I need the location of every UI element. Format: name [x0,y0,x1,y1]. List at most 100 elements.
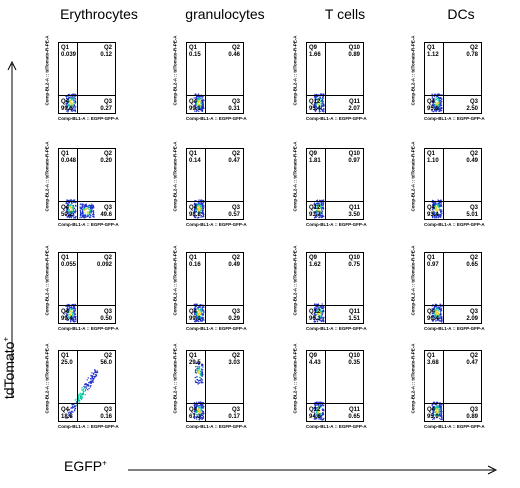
quadrant-name: Q9 [309,151,318,157]
quadrant-value: 94.6 [309,414,321,420]
quadrant-value: 67.3 [189,414,201,420]
panel-x-label: Comp-BL1-A :: EGFP-GFP-A [58,424,119,429]
scatter-plot: Q1 0.055 Q2 0.092 Q3 0.50 Q4 99.4 [58,252,116,324]
quadrant-name: Q2 [103,45,112,51]
quadrant-name: Q2 [103,353,112,359]
quadrant-value: 1.12 [427,52,439,58]
quadrant-name: Q3 [469,99,478,105]
event-dots [313,199,325,219]
quadrant-value: 0.75 [348,262,360,268]
scatter-plot: Q1 1.12 Q2 0.78 Q3 2.50 Q4 95.6 [424,42,482,114]
gate-vertical [325,43,326,113]
gate-vertical [77,351,78,421]
flow-panel: Comp-BL2-A :: tdTomato-R-PE-A Q1 0.14 Q2 0.4… [166,141,248,228]
quadrant-value: 93.7 [309,212,321,218]
quadrant-name: Q1 [189,353,198,359]
quadrant-value: 29.5 [189,360,201,366]
quadrant-name: Q2 [469,353,478,359]
quadrant-name: Q2 [231,151,240,157]
quadrant-name: Q1 [427,45,436,51]
quadrant-name: Q9 [309,353,318,359]
gate-vertical [325,149,326,219]
flow-panel: Comp-BL2-A :: tdTomato-R-PE-A Q1 0.055 Q2 0.… [38,245,120,332]
quadrant-value: 0.35 [348,360,360,366]
gate-horizontal [187,403,243,404]
panel-y-label: Comp-BL2-A :: tdTomato-R-PE-A [292,141,298,212]
gate-horizontal [425,305,481,306]
quadrant-value: 95.0 [427,414,439,420]
quadrant-name: Q4 [189,309,198,315]
panel-y-label: Comp-BL2-A :: tdTomato-R-PE-A [172,141,178,212]
gate-vertical [443,351,444,421]
quadrant-value: 0.15 [189,52,201,58]
quadrant-value: 0.89 [348,52,360,58]
scatter-plot: Q1 0.16 Q2 0.49 Q3 0.29 Q4 99.1 [186,252,244,324]
panel-x-label: Comp-BL1-A :: EGFP-GFP-A [306,424,367,429]
quadrant-name: Q2 [231,255,240,261]
quadrant-name: Q4 [189,205,198,211]
quadrant-name: Q2 [469,151,478,157]
quadrant-name: Q3 [469,407,478,413]
gate-horizontal [59,201,115,202]
gate-vertical [205,351,206,421]
quadrant-value: 2.09 [466,316,478,322]
quadrant-value: 0.14 [189,158,201,164]
gate-horizontal [307,305,363,306]
quadrant-name: Q4 [61,407,70,413]
flow-panel: Comp-BL2-A :: tdTomato-R-PE-A Q1 3.68 Q2 0.4… [404,343,486,430]
scatter-plot: Q1 0.039 Q2 0.12 Q3 0.27 Q4 99.6 [58,42,116,114]
panel-y-label: Comp-BL2-A :: tdTomato-R-PE-A [44,343,50,414]
panel-x-label: Comp-BL1-A :: EGFP-GFP-A [306,326,367,331]
quadrant-name: Q12 [309,205,321,211]
quadrant-value: 56.0 [100,360,112,366]
quadrant-name: Q1 [189,151,198,157]
quadrant-value: 0.12 [100,52,112,58]
gate-horizontal [425,201,481,202]
panel-y-label: Comp-BL2-A :: tdTomato-R-PE-A [410,343,416,414]
quadrant-value: 0.46 [228,52,240,58]
quadrant-name: Q3 [231,407,240,413]
panel-y-label: Comp-BL2-A :: tdTomato-R-PE-A [410,35,416,106]
quadrant-value: 5.01 [466,212,478,218]
event-dots [313,93,325,113]
quadrant-name: Q1 [189,45,198,51]
scatter-plot: Q9 1.66 Q10 0.89 Q11 2.07 Q12 95.4 [306,42,364,114]
panel-y-label: Comp-BL2-A :: tdTomato-R-PE-A [44,245,50,316]
flow-panel: Comp-BL2-A :: tdTomato-R-PE-A Q1 0.16 Q2 0.4… [166,246,248,332]
quadrant-name: Q2 [231,45,240,51]
quadrant-name: Q10 [348,255,360,261]
quadrant-value: 95.4 [309,106,321,112]
flow-panel: Comp-BL2-A :: tdTomato-R-PE-A Q1 0.039 Q2 0.… [38,36,120,122]
scatter-plot: Q9 1.81 Q10 0.97 Q11 3.50 Q12 93.7 [306,148,364,220]
scatter-plot: Q1 0.14 Q2 0.47 Q3 0.57 Q4 98.8 [186,148,244,220]
panel-y-label: Comp-BL2-A :: tdTomato-R-PE-A [292,35,298,106]
quadrant-value: 0.31 [228,106,240,112]
gate-vertical [325,253,326,323]
gate-horizontal [307,201,363,202]
quadrant-value: 96.4 [427,316,439,322]
panel-x-label: Comp-BL1-A :: EGFP-GFP-A [58,326,119,331]
gate-vertical [205,253,206,323]
quadrant-value: 50.2 [61,212,73,218]
column-title-t-cells: T cells [324,6,366,22]
quadrant-value: 99.1 [189,106,201,112]
gate-horizontal [307,95,363,96]
quadrant-value: 0.048 [61,158,77,164]
quadrant-name: Q1 [427,255,436,261]
panel-y-label: Comp-BL2-A :: tdTomato-R-PE-A [292,343,298,414]
panel-x-label: Comp-BL1-A :: EGFP-GFP-A [306,116,367,121]
quadrant-name: Q12 [309,407,321,413]
quadrant-value: 0.65 [466,262,478,268]
gate-horizontal [425,95,481,96]
quadrant-value: 0.49 [228,262,240,268]
quadrant-name: Q11 [348,407,360,413]
gate-horizontal [187,201,243,202]
quadrant-name: Q4 [61,309,70,315]
quadrant-value: 1.81 [309,158,321,164]
panel-x-label: Comp-BL1-A :: EGFP-GFP-A [186,424,247,429]
quadrant-value: 0.97 [348,158,360,164]
quadrant-value: 0.57 [228,212,240,218]
panel-x-label: Comp-BL1-A :: EGFP-GFP-A [186,116,247,121]
quadrant-value: 0.78 [466,52,478,58]
gate-vertical [77,253,78,323]
